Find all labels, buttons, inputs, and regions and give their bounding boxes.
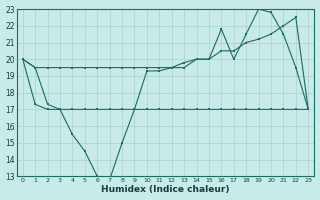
X-axis label: Humidex (Indice chaleur): Humidex (Indice chaleur) bbox=[101, 185, 230, 194]
